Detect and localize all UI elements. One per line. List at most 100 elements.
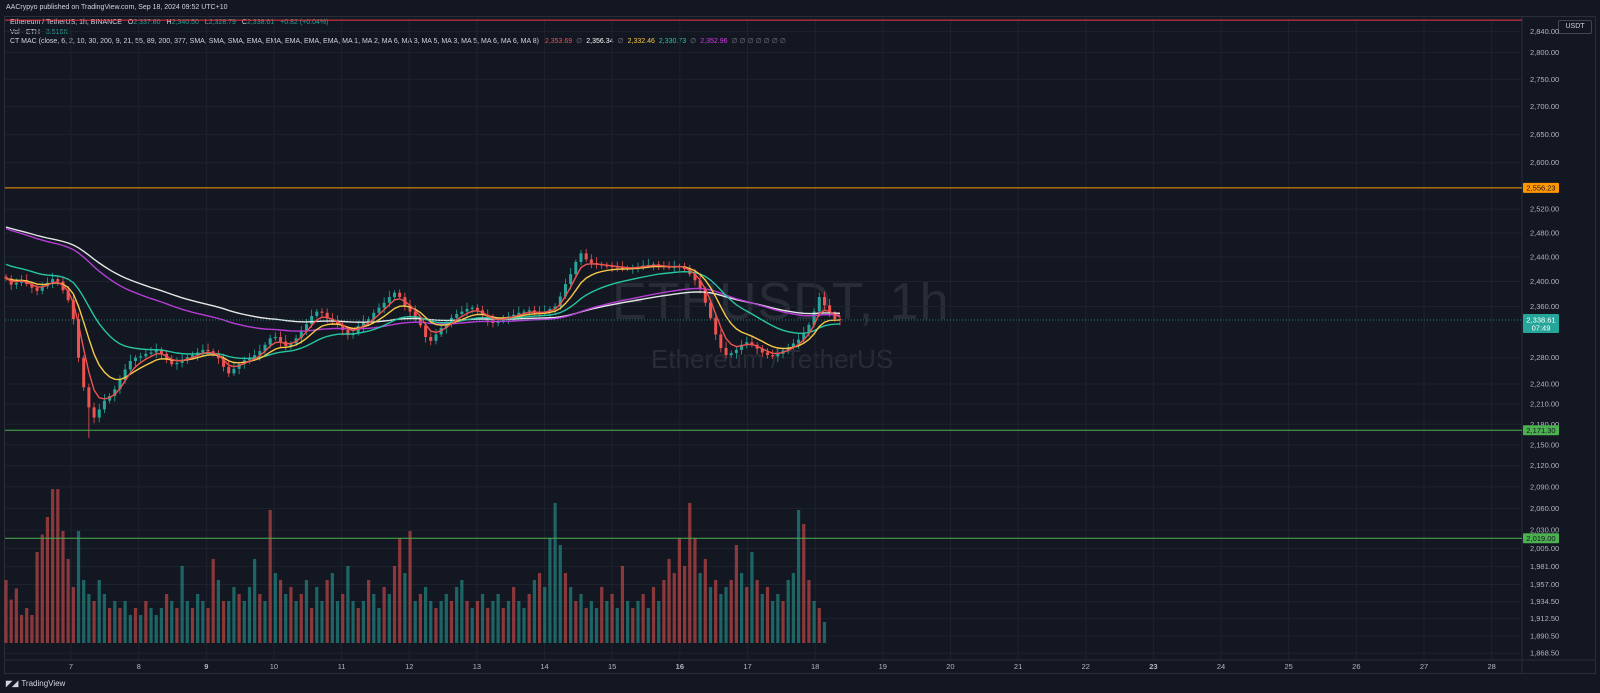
- symbol-name[interactable]: Ethereum / TetherUS, 1h, BINANCE: [10, 19, 122, 26]
- candle-body: [387, 297, 391, 303]
- volume-legend[interactable]: Vol · ETH 3.516K: [10, 28, 72, 38]
- candle-body: [429, 337, 433, 341]
- time-tick-label: 9: [204, 662, 208, 671]
- candle-body: [714, 317, 718, 335]
- volume-bar: [211, 559, 215, 643]
- chart-frame: [4, 16, 1596, 674]
- candle-body: [170, 359, 174, 365]
- level-label-1: 2,556.23: [1526, 184, 1555, 193]
- candle-body: [745, 342, 749, 345]
- candle-body: [82, 357, 86, 388]
- last-price-label: 2,338.61: [1526, 316, 1555, 325]
- volume-bar: [672, 573, 676, 643]
- candle-body: [393, 292, 397, 298]
- volume-bar: [413, 601, 417, 643]
- volume-bar: [662, 580, 666, 643]
- volume-bar: [522, 608, 526, 643]
- candle-body: [527, 310, 531, 312]
- candle-body: [797, 339, 801, 344]
- volume-bar: [594, 608, 599, 643]
- volume-bar: [703, 559, 707, 643]
- candle-body: [734, 349, 738, 354]
- volume-bar: [745, 587, 749, 643]
- volume-bar: [719, 594, 723, 643]
- volume-bar: [253, 559, 257, 643]
- volume-value: 3.516K: [45, 29, 69, 36]
- volume-bar: [553, 503, 557, 643]
- candle-body: [71, 300, 75, 320]
- volume-bar: [356, 608, 360, 643]
- volume-bar: [781, 601, 785, 643]
- candle-body: [408, 305, 412, 312]
- volume-bar: [434, 608, 438, 643]
- time-tick-label: 14: [540, 662, 548, 671]
- candle-body: [361, 321, 365, 327]
- price-tick-label: 2,280.00: [1530, 353, 1559, 362]
- time-tick-label: 18: [811, 662, 819, 671]
- candle-body: [346, 329, 350, 336]
- volume-bar: [698, 573, 702, 643]
- price-tick-label: 1,957.00: [1530, 580, 1559, 589]
- candle-body: [77, 319, 81, 358]
- time-tick-label: 13: [473, 662, 481, 671]
- currency-button[interactable]: USDT: [1558, 20, 1592, 34]
- volume-bar: [398, 538, 402, 643]
- price-chart[interactable]: 2,840.00 2,800.00 2,750.00 2,700.00 2,650.00…: [0, 0, 1600, 674]
- candle-body: [66, 290, 70, 301]
- volume-bar: [791, 573, 795, 643]
- volume-bar: [631, 608, 635, 643]
- candle-body: [589, 259, 593, 264]
- price-tick-label: 2,700.00: [1530, 102, 1559, 111]
- volume-bar: [289, 587, 293, 643]
- candle-body: [341, 324, 345, 330]
- ma-red-line: [5, 263, 841, 400]
- volume-bar: [387, 594, 391, 643]
- time-tick-label: 12: [405, 662, 413, 671]
- volume-bar: [216, 580, 220, 643]
- volume-bar: [760, 594, 764, 643]
- volume-bar: [646, 608, 650, 643]
- volume-bar: [688, 503, 692, 643]
- mac-value-7: 2,352.96: [700, 38, 728, 45]
- price-tick-label: 2,180.00: [1530, 420, 1559, 429]
- volume-bar: [128, 615, 132, 643]
- volume-bar: [237, 594, 241, 643]
- volume-bar: [19, 615, 24, 643]
- volume-bar: [708, 587, 713, 643]
- candle-body: [522, 311, 526, 313]
- candle-body: [698, 280, 702, 289]
- volume-bar: [4, 580, 8, 643]
- volume-bar: [113, 601, 117, 643]
- volume-bar: [304, 580, 309, 643]
- candle-body: [377, 307, 381, 313]
- volume-bar: [771, 601, 775, 643]
- price-tick-label: 1,981.00: [1530, 562, 1559, 571]
- mac-legend[interactable]: CT MAC (close, 6, 2, 10, 30, 200, 9, 21,…: [10, 37, 790, 47]
- candle-body: [299, 330, 303, 339]
- candle-body: [14, 282, 18, 285]
- candle-body: [320, 311, 324, 313]
- mac-label[interactable]: CT MAC (close, 6, 2, 10, 30, 200, 9, 21,…: [10, 38, 539, 45]
- volume-label[interactable]: Vol · ETH: [10, 29, 40, 36]
- time-tick-label: 19: [879, 662, 887, 671]
- candle-body: [740, 344, 744, 350]
- volume-bar: [118, 608, 122, 643]
- level-label-3: 2,019.00: [1526, 534, 1555, 543]
- volume-bar: [626, 601, 630, 643]
- price-tick-label: 2,005.00: [1530, 544, 1559, 553]
- time-tick-label: 15: [608, 662, 616, 671]
- volume-bar: [108, 608, 112, 643]
- price-tick-label: 2,650.00: [1530, 130, 1559, 139]
- candle-body: [35, 287, 39, 291]
- volume-bar: [71, 587, 75, 643]
- price-tick-label: 2,210.00: [1530, 400, 1559, 409]
- volume-bar: [449, 601, 454, 643]
- ma-yellow-line: [5, 265, 841, 381]
- volume-bar: [361, 601, 366, 643]
- volume-bar: [817, 608, 821, 643]
- volume-bar: [346, 566, 350, 643]
- candle-body: [833, 313, 837, 320]
- mac-value-8: ∅ ∅ ∅ ∅ ∅ ∅ ∅: [731, 38, 786, 45]
- candle-body: [97, 409, 101, 418]
- volume-bar: [584, 608, 588, 643]
